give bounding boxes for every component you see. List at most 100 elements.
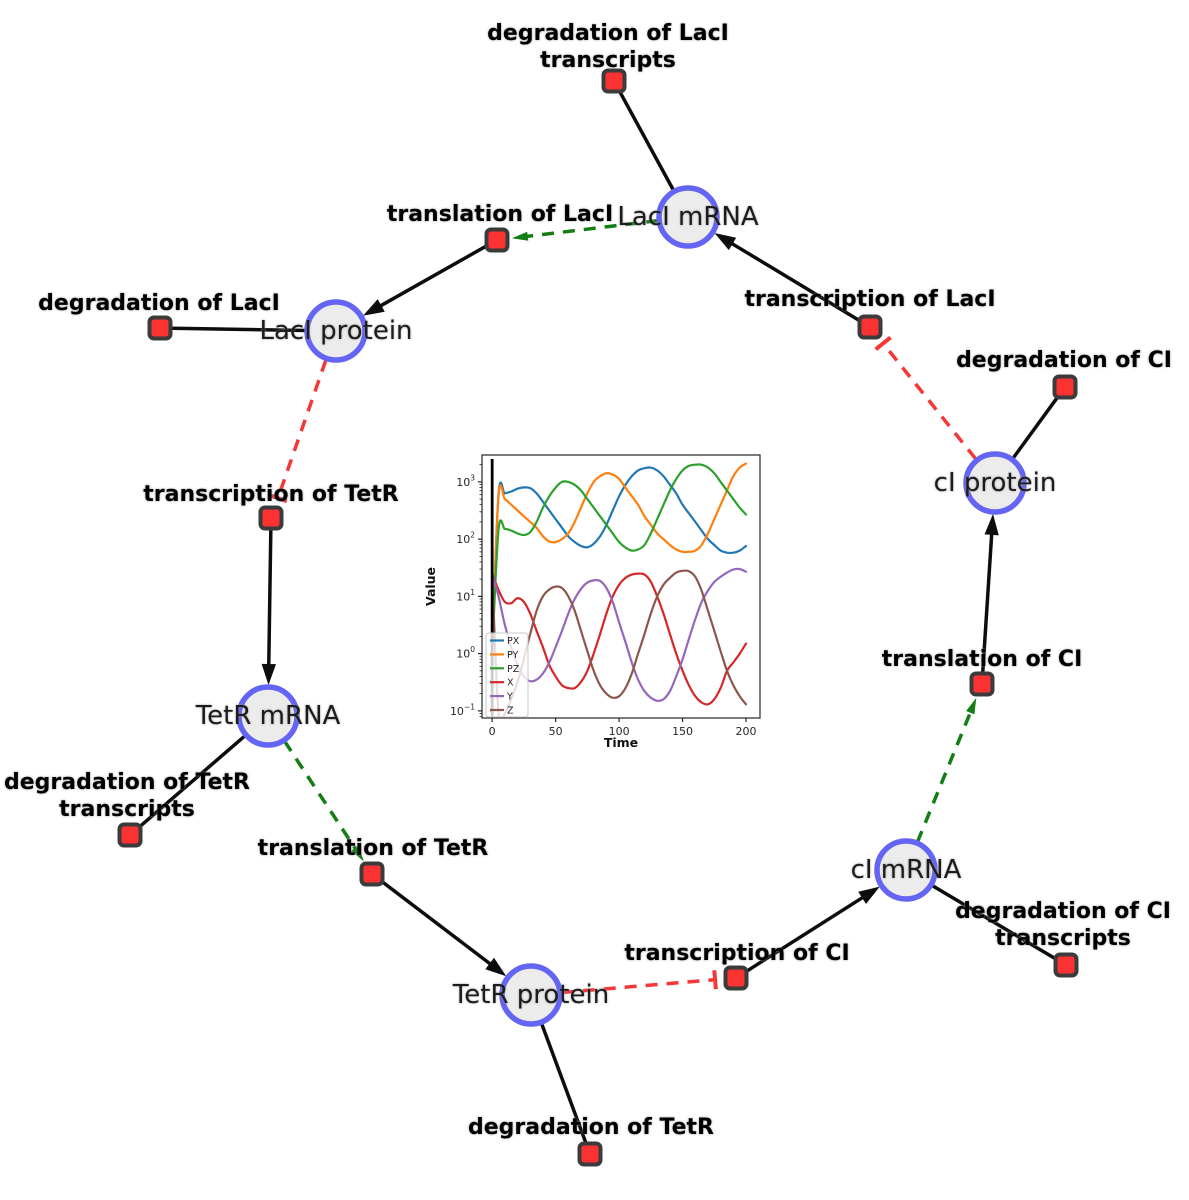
reaction-node-degradation-of-laci-transcripts[interactable]: [601, 68, 627, 94]
modifier-dashed-line: [283, 740, 359, 852]
reaction-node-translation-of-laci[interactable]: [484, 227, 510, 253]
reaction-label-transcription-of-laci: transcription of LacI: [744, 287, 995, 312]
legend: PX PY PZ XYZ: [485, 632, 529, 718]
reaction-label-translation-of-tetr: translation of TetR: [258, 836, 489, 861]
reaction-label-degradation-of-laci: degradation of LacI: [38, 291, 280, 316]
species-node-ci-protein[interactable]: [963, 451, 1027, 515]
inhibition-tbar-icon: [268, 493, 288, 504]
species-label-tetr-protein: TetR protein: [452, 980, 609, 1010]
consumption-line: [539, 1022, 588, 1144]
arrowhead-icon: [714, 233, 737, 251]
reaction-node-transcription-of-laci[interactable]: [857, 314, 883, 340]
species-label-tetr-mrna: TetR mRNA: [195, 701, 341, 731]
reaction-node-transcription-of-ci[interactable]: [723, 965, 749, 991]
series-curve-PY: [491, 462, 748, 655]
reaction-node-degradation-of-laci[interactable]: [147, 315, 173, 341]
reaction-label-degradation-of-tetr-transcripts: transcripts: [59, 797, 195, 822]
modifier-dashed-line: [915, 709, 974, 843]
inhibition-tbar-icon: [712, 970, 718, 990]
x-tick-label: 0: [489, 725, 496, 738]
reaction-node-translation-of-ci[interactable]: [969, 671, 995, 697]
consumption-line: [930, 883, 1057, 961]
arrowhead-icon: [363, 299, 385, 316]
reaction-node-degradation-of-tetr[interactable]: [577, 1141, 603, 1167]
reaction-label-degradation-of-laci-transcripts: degradation of LacI: [487, 21, 729, 46]
modifier-arrowhead-icon: [351, 845, 364, 862]
curves-layer: [490, 459, 748, 718]
species-node-tetr-protein[interactable]: [499, 963, 563, 1027]
arrowhead-icon: [858, 886, 880, 904]
inhibition-tbar-icon: [874, 335, 892, 351]
production-line: [745, 893, 868, 974]
legend-label-PZ: PZ: [507, 664, 520, 675]
edge-laci-protein-to-transcription-of-tetr: [268, 359, 328, 504]
timecourse-plot: 0 50 100 150 20010310210110010−1TimeValuePXP…: [420, 433, 772, 765]
inhibition-dashed-line: [881, 342, 977, 460]
edges-layer: [137, 90, 1060, 1144]
reaction-node-transcription-of-tetr[interactable]: [258, 505, 284, 531]
y-tick-label: 10−1: [450, 702, 475, 718]
species-label-ci-mrna: cI mRNA: [851, 855, 962, 885]
arrowhead-icon: [485, 957, 507, 977]
x-tick-label: 200: [736, 725, 757, 738]
series-curve-Z: [491, 569, 748, 718]
legend-label-X: X: [507, 678, 514, 689]
legend-label-PX: PX: [507, 636, 520, 647]
reaction-node-degradation-of-tetr-transcripts[interactable]: [117, 822, 143, 848]
species-node-tetr-mrna[interactable]: [236, 684, 300, 748]
consumption-line: [171, 326, 307, 333]
modifier-dashed-line: [524, 218, 659, 239]
inhibition-dashed-line: [276, 359, 328, 499]
edge-translation-of-laci-to-laci-protein: [363, 244, 488, 316]
y-tick-label: 103: [456, 473, 475, 489]
series-curve-X: [491, 572, 748, 706]
edge-laci-protein-to-degradation-of-laci: [171, 326, 307, 333]
consumption-line: [1011, 395, 1060, 460]
production-line: [266, 529, 273, 670]
inhibition-dashed-line: [561, 977, 716, 995]
edge-tetr-mrna-to-translation-of-tetr: [283, 740, 364, 862]
reaction-label-transcription-of-tetr: transcription of TetR: [143, 482, 399, 507]
x-tick-label: 150: [672, 725, 693, 738]
ticks-layer: 0 50 100 150 200 103 102 101 100 10−1: [450, 464, 757, 738]
consumption-line: [618, 90, 676, 192]
nodes-layer: [117, 68, 1079, 1167]
series-curve-PX: [491, 466, 748, 655]
plot-background: [420, 433, 772, 765]
species-label-ci-protein: cI protein: [934, 468, 1057, 498]
production-line: [727, 239, 861, 323]
reaction-label-degradation-of-tetr-transcripts: degradation of TetR: [4, 770, 250, 795]
edge-transcription-of-laci-to-laci-mrna: [714, 233, 861, 323]
y-tick-label: 100: [456, 645, 475, 661]
reaction-label-translation-of-laci: translation of LacI: [387, 202, 613, 227]
y-tick-label: 101: [456, 588, 475, 604]
y-tick-label: 102: [456, 531, 475, 547]
x-axis-label: Time: [604, 735, 638, 750]
reaction-node-translation-of-tetr[interactable]: [359, 861, 385, 887]
production-line: [380, 879, 495, 968]
edge-tetr-protein-to-degradation-of-tetr: [539, 1022, 588, 1144]
species-node-laci-mrna[interactable]: [656, 185, 720, 249]
reaction-label-degradation-of-tetr: degradation of TetR: [468, 1115, 714, 1140]
edge-ci-mrna-to-translation-of-ci: [915, 697, 977, 843]
arrowhead-icon: [984, 513, 999, 536]
reaction-node-degradation-of-ci[interactable]: [1052, 374, 1078, 400]
edge-ci-mrna-to-degradation-of-ci-transcripts: [930, 883, 1057, 961]
reaction-node-degradation-of-ci-transcripts[interactable]: [1053, 952, 1079, 978]
reaction-label-transcription-of-ci: transcription of CI: [624, 941, 849, 966]
edge-transcription-of-ci-to-ci-mrna: [745, 886, 880, 974]
species-label-laci-protein: LacI protein: [259, 316, 412, 346]
legend-label-PY: PY: [507, 650, 519, 661]
reaction-label-degradation-of-ci-transcripts: transcripts: [995, 926, 1131, 951]
edge-laci-mrna-to-translation-of-laci: [511, 218, 659, 241]
arrowhead-icon: [261, 663, 276, 685]
species-node-laci-protein[interactable]: [304, 299, 368, 363]
legend-label-Z: Z: [507, 706, 514, 717]
reaction-label-degradation-of-ci: degradation of CI: [956, 348, 1172, 373]
edge-ci-protein-to-transcription-of-laci: [874, 335, 977, 460]
consumption-line: [137, 734, 247, 829]
modifier-arrowhead-icon: [966, 697, 977, 715]
species-node-ci-mrna[interactable]: [874, 838, 938, 902]
